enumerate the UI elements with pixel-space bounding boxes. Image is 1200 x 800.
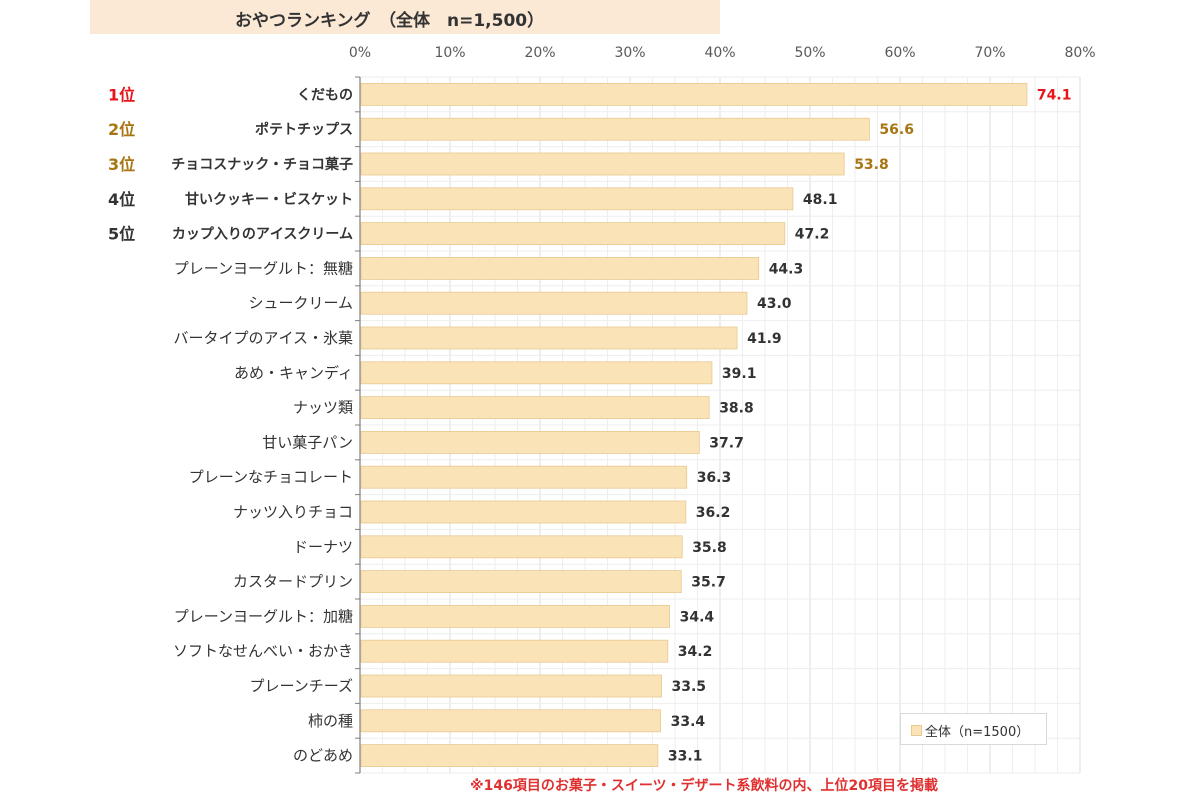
category-label: バータイプのアイス・氷菓 [173,329,353,347]
bar [360,639,669,663]
value-label: 37.7 [709,435,744,451]
bar [360,326,738,350]
rank-label: 5位 [108,225,135,244]
value-label: 47.2 [795,227,830,243]
category-label: ナッツ入りチョコ [233,503,353,521]
bar [360,222,786,246]
category-label: あめ・キャンディ [234,364,353,382]
value-label: 33.1 [668,749,703,765]
category-label: 甘いクッキー・ビスケット [185,191,353,208]
value-label: 43.0 [757,296,792,312]
legend-swatch [911,725,922,736]
bar [360,465,688,489]
category-label: 甘い菓子パン [262,433,353,451]
bar [360,500,687,524]
value-label: 74.1 [1037,87,1072,103]
x-tick-label: 20% [524,45,555,61]
category-label: 柿の種 [308,712,353,730]
bar [360,744,659,767]
bar [360,117,870,141]
category-label: くだもの [297,87,353,103]
footnote: ※146項目のお菓子・スイーツ・デザート系飲料の内、上位20項目を掲載 [470,778,939,794]
bar [360,674,662,698]
category-label: カップ入りのアイスクリーム [172,227,353,243]
value-label: 41.9 [747,331,782,347]
x-tick-label: 80% [1064,45,1095,61]
legend-label: 全体（n=1500） [925,725,1030,740]
value-label: 38.8 [719,401,754,417]
value-label: 34.2 [678,644,713,660]
value-label: 48.1 [803,192,838,208]
rank-label: 3位 [108,155,135,174]
bar [360,709,662,733]
x-tick-label: 30% [614,45,645,61]
x-tick-label: 10% [434,45,465,61]
bar [360,187,794,211]
category-label: ナッツ類 [293,399,353,417]
bar [360,291,748,315]
x-tick-label: 70% [974,45,1005,61]
bar [360,605,671,628]
x-tick-label: 60% [884,45,915,61]
value-label: 33.4 [671,714,706,730]
category-label: プレーンヨーグルト：加糖 [174,607,353,625]
legend: 全体（n=1500） [900,713,1047,745]
category-label: シュークリーム [248,294,353,312]
rank-label: 1位 [108,85,135,104]
value-label: 35.7 [691,575,726,591]
value-label: 53.8 [854,157,889,173]
rank-label: 2位 [108,120,135,139]
category-label: のどあめ [293,747,353,765]
category-label: プレーンヨーグルト：無糖 [174,259,353,277]
bar [360,430,700,454]
x-tick-label: 0% [349,45,371,61]
x-tick-label: 50% [794,45,825,61]
value-label: 34.4 [680,609,715,625]
value-label: 33.5 [672,679,707,695]
category-label: プレーンチーズ [249,677,353,695]
title-band [90,0,720,34]
value-label: 39.1 [722,366,757,382]
value-label: 35.8 [692,540,727,556]
bar [360,361,713,385]
category-label: チョコスナック・チョコ菓子 [171,156,353,173]
value-label: 56.6 [879,122,914,138]
category-label: ソフトなせんべい・おかき [173,642,353,660]
bar [360,152,845,176]
category-label: カスタードプリン [233,573,353,591]
value-label: 36.3 [697,470,732,486]
value-label: 36.2 [696,505,731,521]
category-label: ドーナツ [293,538,353,556]
category-label: ポテトチップス [255,121,353,138]
bar [360,256,760,280]
rank-label: 4位 [108,190,135,209]
chart-title: おやつランキング （全体 n=1,500） [235,11,545,31]
bar [360,570,682,593]
bar [360,83,1028,106]
value-label: 44.3 [769,261,804,277]
category-label: プレーンなチョコレート [189,468,353,486]
bar [360,535,683,559]
x-tick-label: 40% [704,45,735,61]
bar [360,396,710,420]
